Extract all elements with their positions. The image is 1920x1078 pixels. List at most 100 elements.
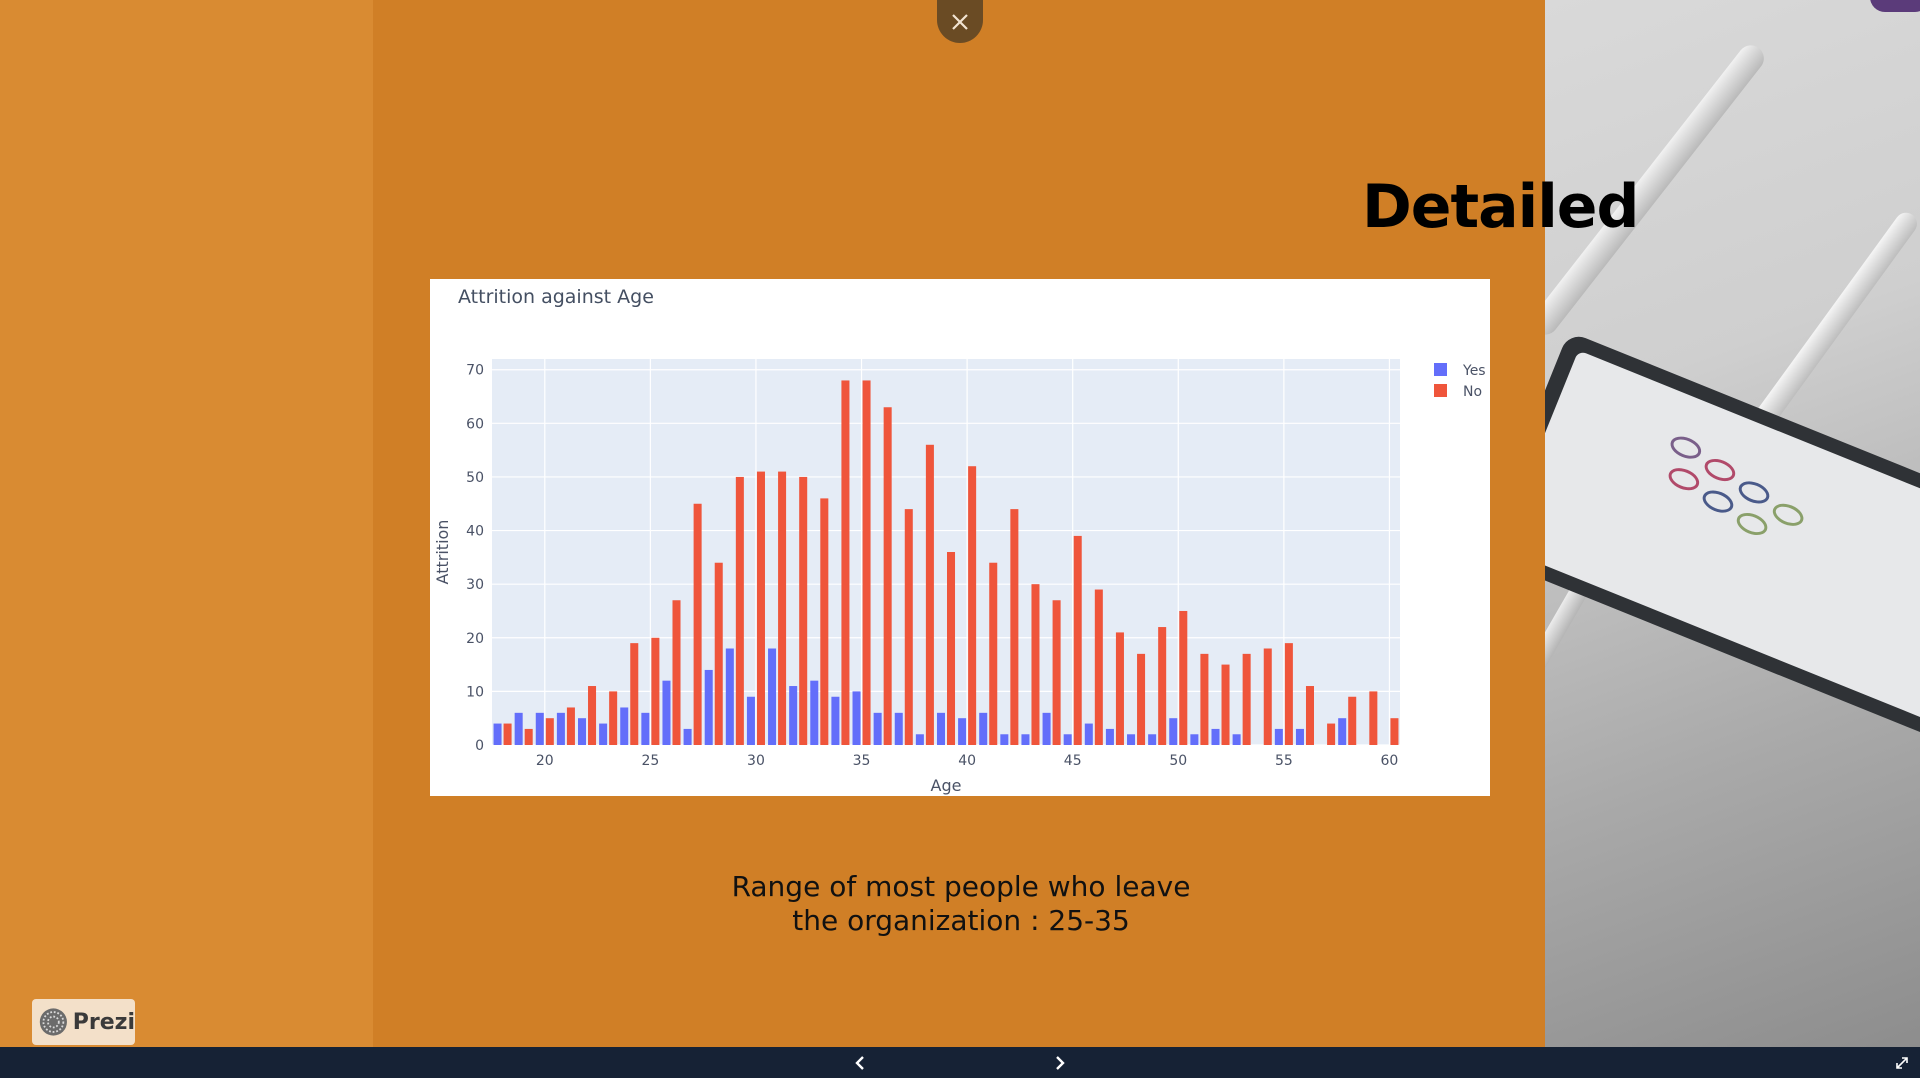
bar-no xyxy=(820,498,829,745)
x-tick-label: 35 xyxy=(853,753,871,769)
bar-yes xyxy=(1295,728,1304,745)
fullscreen-icon xyxy=(1896,1057,1908,1069)
bar-yes xyxy=(873,712,882,745)
bar-no xyxy=(1158,627,1167,745)
bar-yes xyxy=(1042,712,1051,745)
bar-yes xyxy=(1127,734,1136,745)
tablet-screen xyxy=(1545,350,1920,730)
bar-no xyxy=(1031,584,1040,745)
close-button[interactable] xyxy=(937,0,983,43)
stylus-image xyxy=(1750,208,1920,432)
bar-no xyxy=(1390,718,1399,745)
background-photo xyxy=(1545,0,1920,1047)
chevron-left-icon xyxy=(855,1056,864,1070)
bar-yes xyxy=(725,648,734,745)
bar-yes xyxy=(1063,734,1072,745)
bar-no xyxy=(883,407,892,745)
y-tick-label: 20 xyxy=(466,631,484,647)
bar-yes xyxy=(958,718,967,745)
bar-no xyxy=(651,637,660,745)
chevron-right-icon xyxy=(1056,1056,1065,1070)
bar-no xyxy=(545,718,554,745)
bar-no xyxy=(1052,600,1061,745)
bar-yes xyxy=(746,696,755,745)
bar-yes xyxy=(1232,734,1241,745)
prezi-label: Prezi xyxy=(72,1009,135,1035)
bar-no xyxy=(630,643,639,745)
bar-no xyxy=(1073,535,1082,745)
bar-no xyxy=(1348,696,1357,745)
close-icon xyxy=(952,13,968,30)
bar-no xyxy=(799,476,808,745)
bar-no xyxy=(1242,653,1251,745)
bar-no xyxy=(925,444,934,745)
bar-no xyxy=(989,562,998,745)
bar-yes xyxy=(704,669,713,745)
x-tick-label: 20 xyxy=(536,753,554,769)
bar-yes xyxy=(1190,734,1199,745)
x-tick-label: 50 xyxy=(1169,753,1187,769)
bar-no xyxy=(1263,648,1272,745)
y-tick-label: 50 xyxy=(466,470,484,486)
bar-no xyxy=(841,380,850,745)
x-tick-label: 40 xyxy=(958,753,976,769)
y-tick-label: 0 xyxy=(475,738,484,754)
bar-no xyxy=(756,471,765,745)
prezi-badge[interactable]: Prezi xyxy=(32,999,135,1045)
bar-no xyxy=(1221,664,1230,745)
bar-no xyxy=(1094,589,1103,745)
bar-no xyxy=(672,600,681,745)
bar-no xyxy=(862,380,871,745)
previous-button[interactable] xyxy=(848,1051,872,1075)
bar-yes xyxy=(1021,734,1030,745)
bar-yes xyxy=(1169,718,1178,745)
y-tick-label: 40 xyxy=(466,524,484,540)
bar-yes xyxy=(620,707,629,745)
chart-title: Attrition against Age xyxy=(458,286,654,308)
caption-line-1: Range of most people who leave xyxy=(731,870,1191,903)
bar-yes xyxy=(1274,728,1283,745)
bar-yes xyxy=(556,712,565,745)
legend-label-no: No xyxy=(1463,384,1482,400)
bar-yes xyxy=(894,712,903,745)
bar-no xyxy=(1115,632,1124,745)
bar-no xyxy=(968,466,977,745)
bar-no xyxy=(1327,723,1336,745)
y-axis-label: Attrition xyxy=(433,520,452,585)
legend-label-yes: Yes xyxy=(1462,363,1486,379)
prezi-logo-icon xyxy=(39,1008,67,1036)
bar-no xyxy=(735,476,744,745)
left-background-panel xyxy=(0,0,373,1047)
y-tick-label: 70 xyxy=(466,363,484,379)
legend-swatch-yes xyxy=(1434,363,1447,376)
bar-no xyxy=(566,707,575,745)
bar-yes xyxy=(1000,734,1009,745)
caption-line-2: the organization : 25-35 xyxy=(792,904,1130,937)
y-tick-label: 30 xyxy=(466,577,484,593)
bar-no xyxy=(1200,653,1209,745)
bar-yes xyxy=(493,723,502,745)
bar-no xyxy=(693,503,702,745)
slide-caption: Range of most people who leave the organ… xyxy=(673,870,1249,938)
bar-no xyxy=(778,471,787,745)
fullscreen-button[interactable] xyxy=(1890,1051,1914,1075)
y-tick-label: 10 xyxy=(466,684,484,700)
bar-yes xyxy=(662,680,671,745)
bar-yes xyxy=(1211,728,1220,745)
bar-yes xyxy=(768,648,777,745)
bar-yes xyxy=(852,691,861,745)
bar-yes xyxy=(683,728,692,745)
bar-yes xyxy=(831,696,840,745)
bar-yes xyxy=(1338,718,1347,745)
bar-yes xyxy=(979,712,988,745)
attrition-bar-chart: Attrition against Age 0 10 20 30 40 50 60 70 20 25… xyxy=(433,286,1486,795)
bar-yes xyxy=(1148,734,1157,745)
bar-no xyxy=(1137,653,1146,745)
bar-no xyxy=(1369,691,1378,745)
y-tick-label: 60 xyxy=(466,416,484,432)
bar-no xyxy=(609,691,618,745)
bar-no xyxy=(1305,686,1315,745)
next-button[interactable] xyxy=(1048,1051,1072,1075)
bar-yes xyxy=(641,712,650,745)
bar-yes xyxy=(514,712,523,745)
